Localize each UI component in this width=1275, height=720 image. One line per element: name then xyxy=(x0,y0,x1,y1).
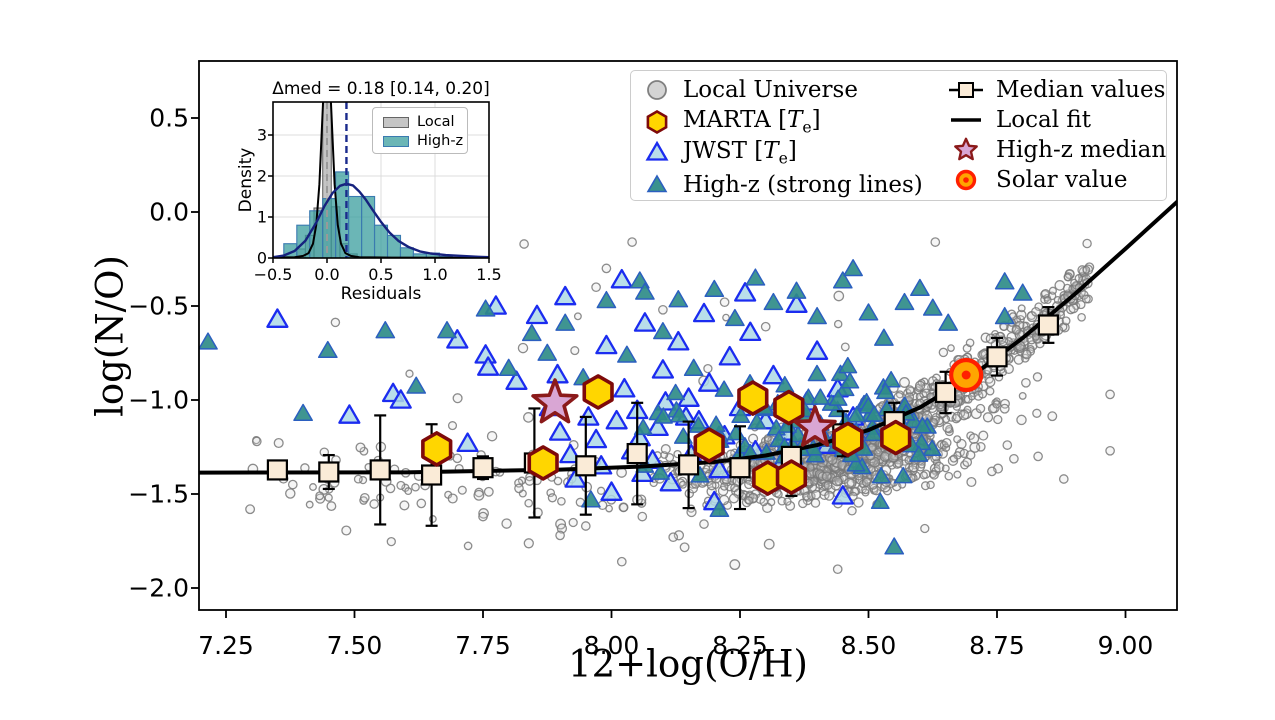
inset-legend: Local High-z xyxy=(372,107,468,154)
legend-row-marta: MARTA [Te] xyxy=(644,107,821,137)
y-tick-label: 0.0 xyxy=(149,197,189,227)
x-tick-label: 7.75 xyxy=(455,631,511,660)
plot-data-layer xyxy=(199,199,1177,575)
legend-label: MARTA [Te] xyxy=(683,106,821,137)
legend-row-local-fit: Local fit xyxy=(949,105,1091,135)
highz-histogram-swatch xyxy=(383,135,409,147)
inset-x-tick-label: 1.5 xyxy=(476,265,502,284)
inset-x-tick-label: 1.0 xyxy=(422,265,448,284)
x-tick-label: 8.25 xyxy=(712,631,768,660)
legend-row-jwst: JWST [Te] xyxy=(644,138,797,168)
inset-y-tick-label: 1 xyxy=(256,207,267,227)
hexagon-icon xyxy=(646,109,668,134)
legend-row-median-values: Median values xyxy=(949,75,1165,105)
y-tick-label: −0.5 xyxy=(128,291,189,321)
filled-triangle-icon xyxy=(646,173,668,192)
y-tick-label: −1.0 xyxy=(128,385,189,415)
x-axis-label: 12+log(O/H) xyxy=(568,642,808,686)
y-tick-label: −2.0 xyxy=(128,573,189,603)
solar-symbol-icon xyxy=(955,169,977,191)
inset-x-axis-label: Residuals xyxy=(340,284,422,304)
plot-frame xyxy=(198,60,1178,611)
x-tick-label: 8.00 xyxy=(583,631,640,660)
legend-row-highz-strong: High-z (strong lines) xyxy=(644,170,923,200)
x-tick-label: 7.50 xyxy=(326,631,383,660)
inset-y-axis-label: Density xyxy=(236,147,256,213)
legend-label: Solar value xyxy=(996,167,1128,193)
x-tick-label: 8.50 xyxy=(840,631,897,660)
inset-y-tick-label: 0 xyxy=(256,248,267,268)
local-histogram-swatch xyxy=(383,116,409,128)
x-tick-label: 8.75 xyxy=(969,631,1025,660)
legend-label: JWST [Te] xyxy=(683,138,797,168)
inset-y-tick-label: 3 xyxy=(256,125,267,145)
inset-legend-row-highz: High-z xyxy=(383,132,463,150)
legend-label: High-z (strong lines) xyxy=(683,171,923,198)
inset-y-tick-label: 2 xyxy=(256,166,267,186)
main-legend: Local Universe MARTA [Te] JWST [Te] High… xyxy=(630,70,1167,201)
x-tick-label: 9.00 xyxy=(1097,631,1154,660)
series-highz-median xyxy=(531,378,837,447)
legend-label: Local Universe xyxy=(683,77,858,103)
gray-circle-icon xyxy=(647,80,667,100)
series-marta xyxy=(421,374,912,496)
x-tick-label: 7.25 xyxy=(198,631,254,660)
solar-marker xyxy=(949,357,984,393)
series-jwst xyxy=(266,268,865,511)
legend-row-local-universe: Local Universe xyxy=(644,75,858,105)
inset-legend-row-local: Local xyxy=(383,113,455,131)
open-triangle-icon xyxy=(645,140,669,161)
y-tick-label: −1.5 xyxy=(128,479,189,509)
y-tick-label: 0.5 xyxy=(149,103,189,133)
median-square-icon xyxy=(949,82,983,98)
legend-label: Local fit xyxy=(996,107,1091,133)
legend-row-highz-median: High-z median xyxy=(949,135,1166,165)
series-highz-strong xyxy=(199,259,1033,555)
inset-legend-label: Local xyxy=(417,114,455,130)
inset-title: Δmed = 0.18 [0.14, 0.20] xyxy=(272,79,490,99)
legend-row-solar-value: Solar value xyxy=(949,165,1127,195)
legend-label: Median values xyxy=(996,77,1166,103)
legend-label: High-z median xyxy=(996,137,1167,163)
inset-x-tick-label: −0.5 xyxy=(253,265,293,284)
line-icon xyxy=(951,118,981,122)
y-axis-label: log(N/O) xyxy=(88,255,132,417)
star-icon xyxy=(954,137,978,161)
inset-x-tick-label: 0.0 xyxy=(314,265,340,284)
inset-x-tick-label: 0.5 xyxy=(368,265,394,284)
inset-legend-label: High-z xyxy=(417,133,464,149)
